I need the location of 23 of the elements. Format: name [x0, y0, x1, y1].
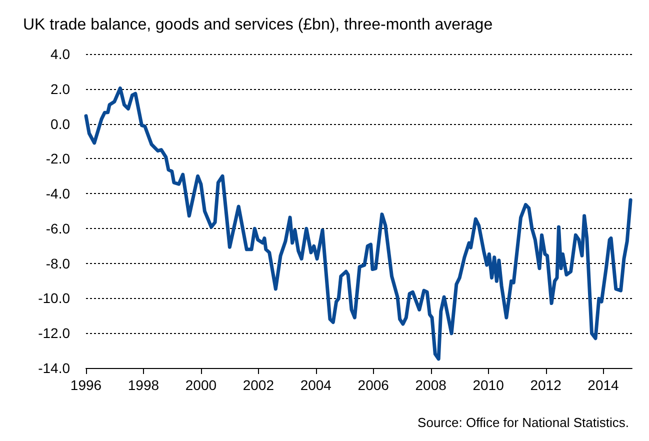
x-tick-label: 2006: [358, 377, 390, 393]
chart-title: UK trade balance, goods and services (£bn), three-month average: [23, 16, 493, 34]
y-tick-label: -6.0: [46, 220, 70, 236]
x-tick-label: 2012: [530, 377, 562, 393]
y-tick-label: -4.0: [46, 186, 70, 202]
y-tick-label: -8.0: [46, 255, 70, 272]
source-note: Source: Office for National Statistics.: [418, 415, 630, 430]
y-tick-label: 4.0: [50, 46, 70, 62]
x-tick-label: 1998: [128, 377, 160, 393]
x-tick-label: 2002: [242, 377, 274, 393]
x-tick-label: 2008: [415, 377, 447, 393]
y-tick-label: -12.0: [38, 325, 70, 342]
x-tick-label: 2014: [588, 377, 620, 393]
x-tick-label: 1996: [70, 377, 102, 393]
y-tick-label: 0.0: [50, 116, 70, 132]
x-tick-label: 2000: [185, 377, 217, 393]
y-tick-label: 2.0: [50, 80, 70, 97]
x-tick-label: 2010: [472, 377, 504, 393]
y-tick-label: -14.0: [38, 360, 70, 376]
y-tick-label: -2.0: [46, 150, 70, 167]
y-tick-label: -10.0: [38, 290, 70, 306]
x-tick-label: 2004: [300, 377, 332, 393]
line-series: [84, 86, 632, 361]
